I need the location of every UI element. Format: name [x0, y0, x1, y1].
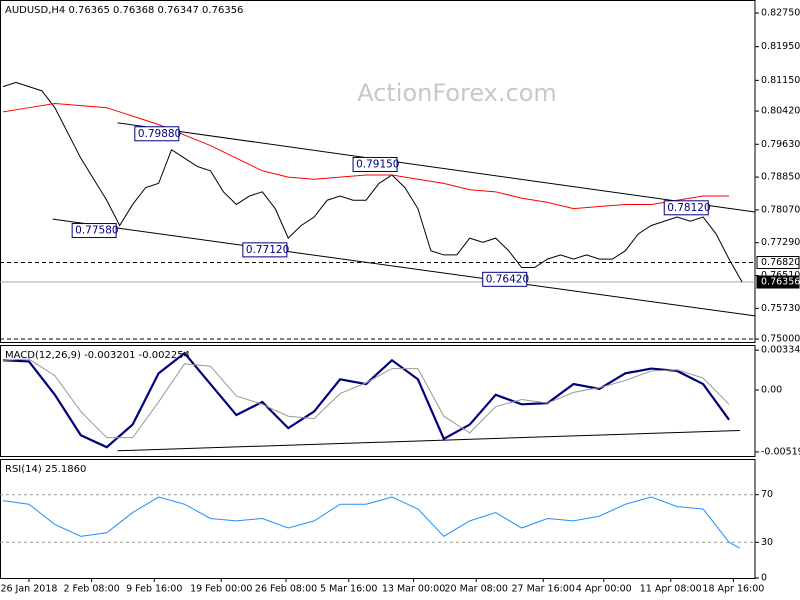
annotation-label: 0.76420: [486, 273, 529, 285]
y-tick-label: -0.005197: [761, 446, 800, 457]
y-tick-label: 0.003345: [761, 345, 800, 356]
annotation-label: 0.79150: [356, 158, 399, 170]
series-line: [2, 351, 730, 449]
y-tick-label: 0.78850: [761, 172, 800, 183]
x-tick-label: 5 Mar 16:00: [320, 584, 377, 595]
y-tick-label: 0.82750: [761, 8, 800, 19]
panel-title: AUDUSD,H4 0.76365 0.76368 0.76347 0.7635…: [5, 5, 243, 16]
y-tick-label: 0.75000: [761, 334, 800, 345]
y-tick-label: 70: [761, 489, 773, 500]
annotation-label: 0.77580: [75, 225, 118, 237]
series-line: [2, 102, 730, 210]
annotation-box: [352, 156, 398, 172]
series-line: [2, 81, 743, 283]
y-tick-label: 0.81150: [761, 75, 800, 86]
annotation-box: [482, 271, 528, 287]
y-tick-label: 0.00: [761, 385, 782, 396]
panel-frame: [0, 0, 756, 343]
annotation-box: [134, 126, 180, 142]
annotation-box: [242, 242, 288, 258]
annotation-label: 0.79880: [138, 128, 181, 140]
x-tick-label: 19 Feb 00:00: [190, 584, 252, 595]
y-tick-label: 0.81950: [761, 41, 800, 52]
series-line: [2, 358, 730, 439]
x-tick-label: 11 Apr 08:00: [640, 584, 702, 595]
panel-title: MACD(12,26,9) -0.003201 -0.002254: [5, 350, 190, 361]
y-tick-label: 0: [761, 573, 767, 584]
x-tick-label: 9 Feb 16:00: [126, 584, 182, 595]
level-label: 0.76820: [761, 257, 800, 268]
x-tick-label: 4 Apr 00:00: [576, 584, 632, 595]
y-tick-label: 30: [761, 537, 773, 548]
annotation-label: 0.78120: [667, 202, 710, 214]
y-tick-label: 0.79630: [761, 139, 800, 150]
level-label: 0.76356: [761, 277, 800, 288]
y-tick-label: 0.75730: [761, 303, 800, 314]
series-line: [2, 496, 741, 549]
annotation-label: 0.77120: [246, 244, 289, 256]
watermark: ActionForex.com: [357, 79, 557, 107]
trendline: [52, 218, 756, 317]
trendline: [117, 430, 740, 452]
x-tick-label: 27 Mar 16:00: [512, 584, 575, 595]
x-tick-label: 20 Mar 08:00: [445, 584, 508, 595]
x-tick-label: 13 Mar 00:00: [382, 584, 445, 595]
x-tick-label: 26 Feb 08:00: [255, 584, 317, 595]
x-tick-label: 2 Feb 08:00: [63, 584, 119, 595]
y-tick-label: 0.78070: [761, 204, 800, 215]
annotation-box: [71, 223, 117, 239]
y-tick-label: 0.80420: [761, 106, 800, 117]
panel-title: RSI(14) 25.1860: [5, 464, 86, 475]
level-label-box: [756, 275, 800, 289]
level-label-box: [756, 255, 800, 269]
panel-frame: [0, 459, 756, 579]
y-tick-label: 0.77290: [761, 237, 800, 248]
panel-frame: [0, 345, 756, 457]
x-tick-label: 18 Apr 16:00: [702, 584, 764, 595]
trendline: [117, 122, 756, 213]
x-tick-label: 26 Jan 2018: [0, 584, 57, 595]
annotation-box: [663, 200, 709, 216]
